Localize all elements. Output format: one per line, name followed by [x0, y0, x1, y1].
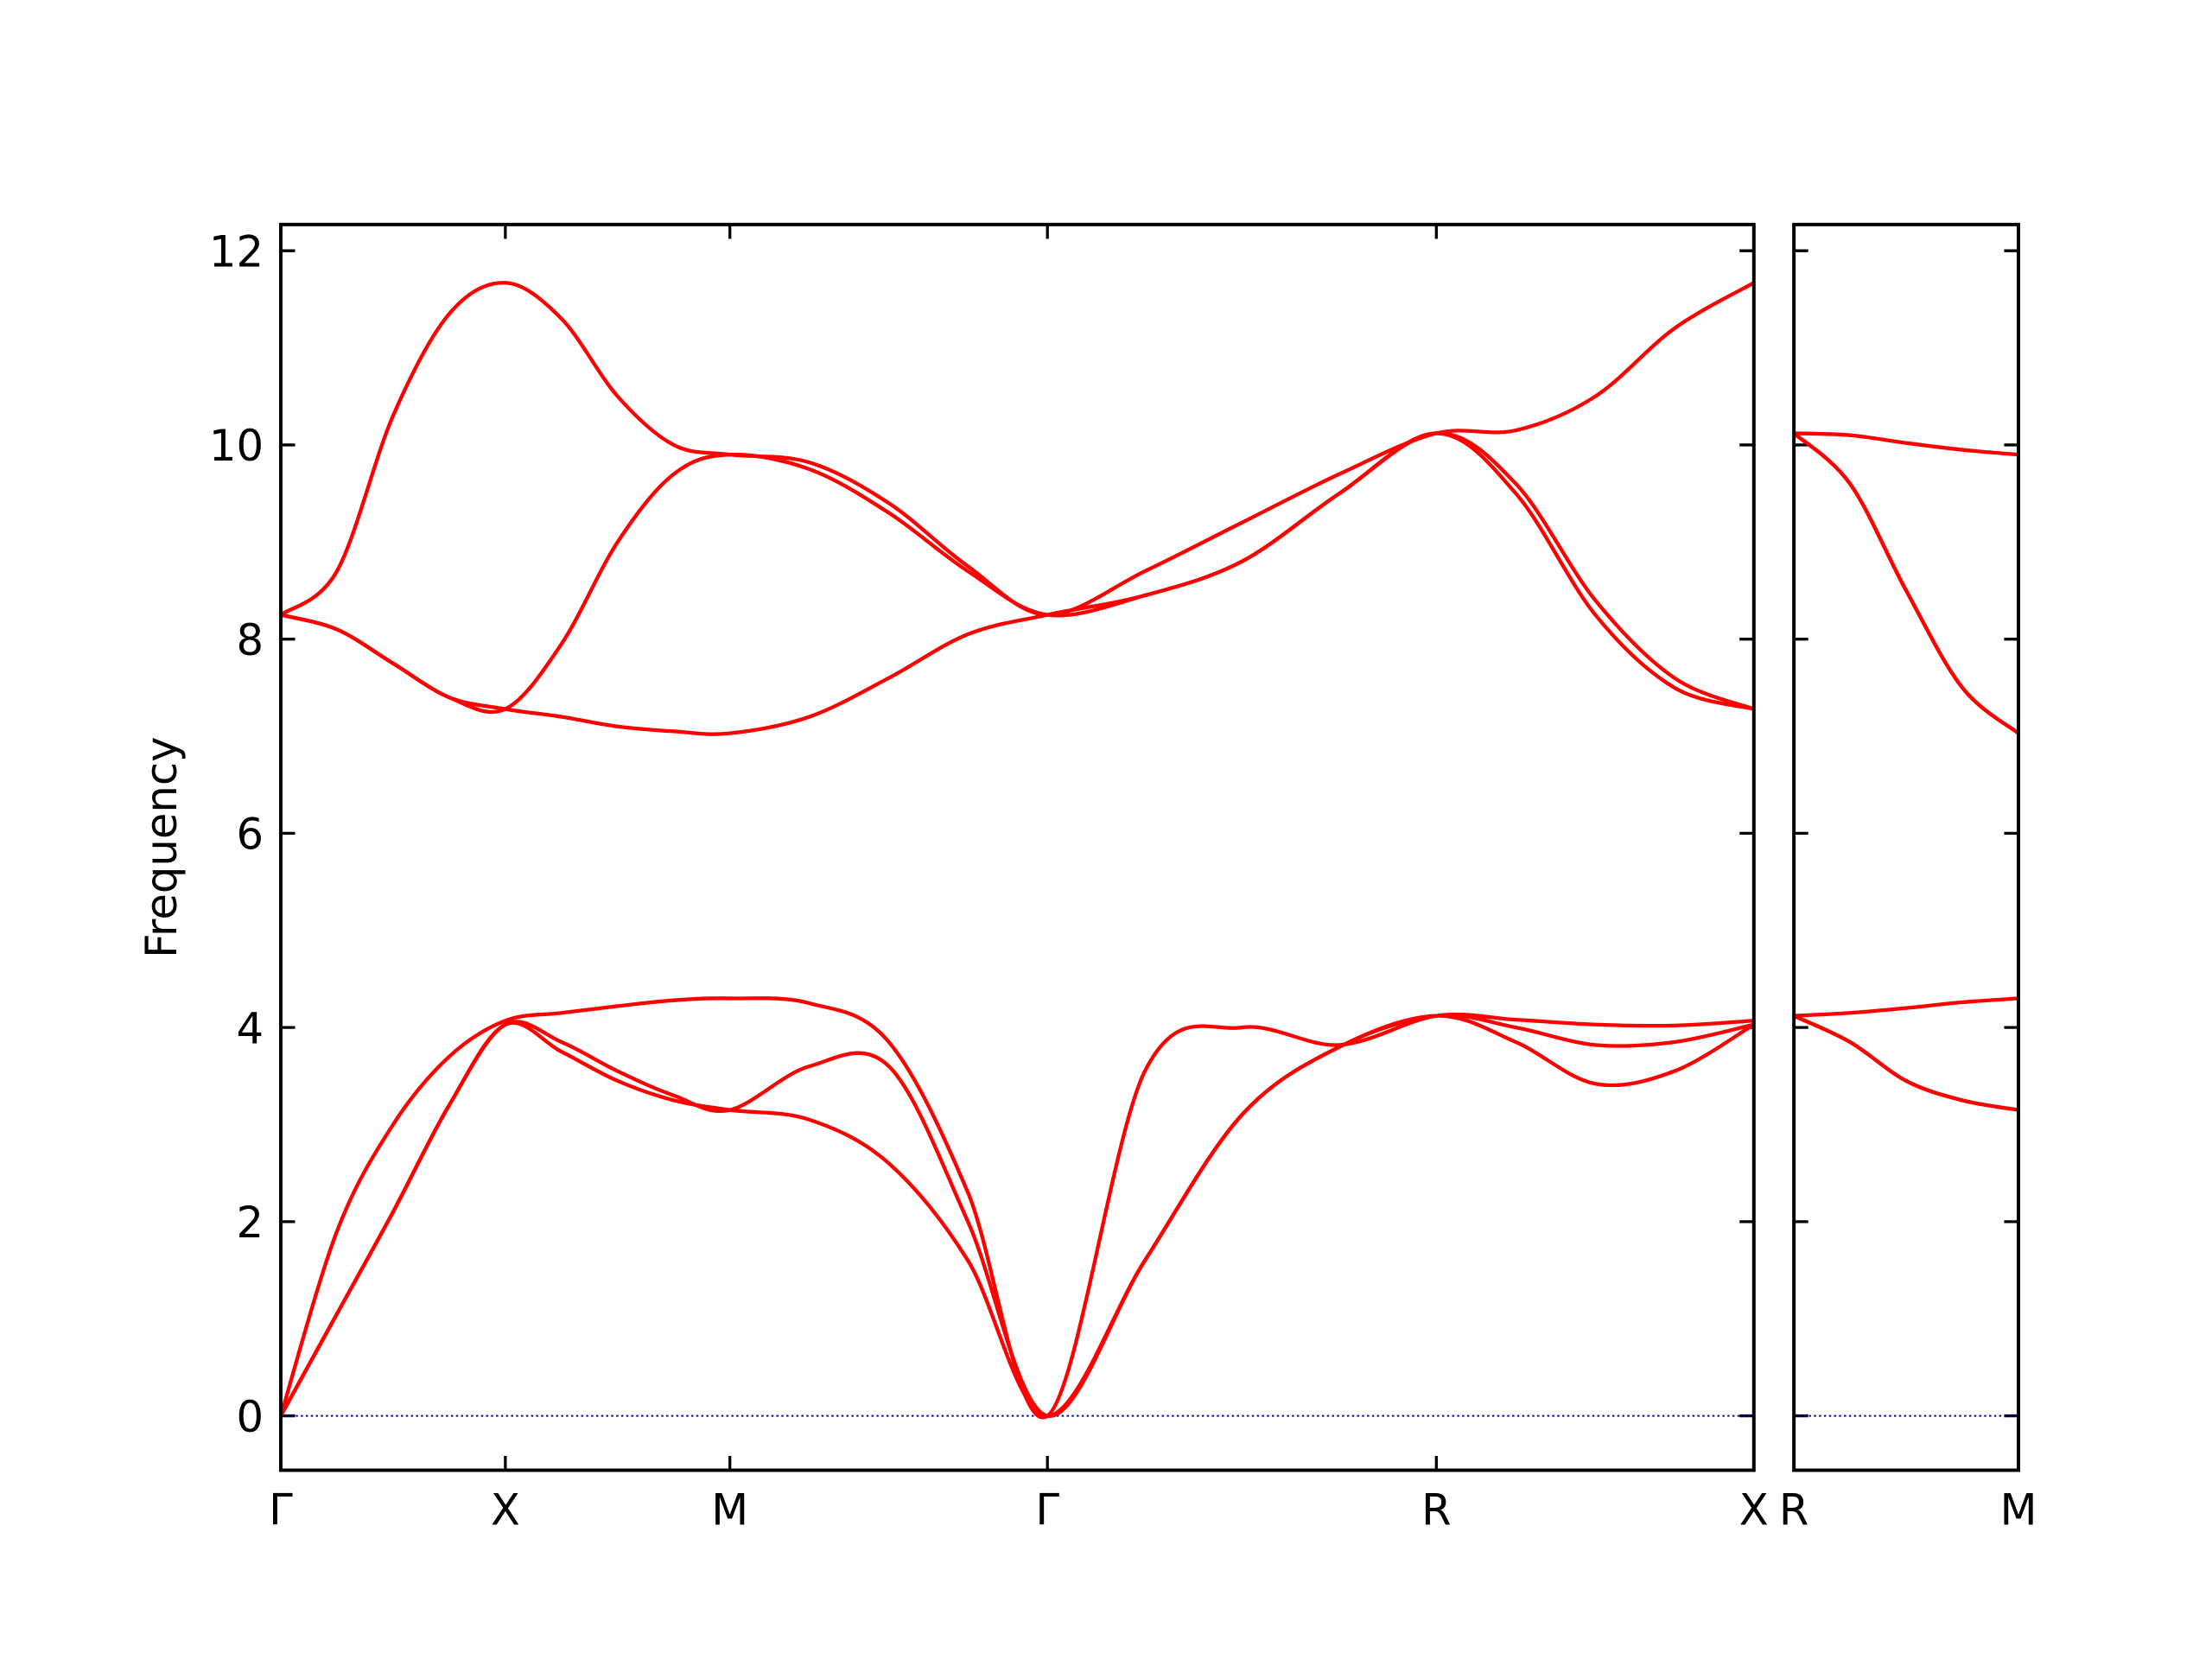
band-line: [279, 1013, 1755, 1418]
y-axis-label: Frequency: [137, 736, 187, 957]
y-tick-label: 10: [209, 421, 264, 471]
axes-frame: [1792, 222, 2020, 1472]
band-line: [1792, 431, 2020, 735]
band-line: [1794, 431, 2019, 457]
band-line: [278, 996, 1754, 1420]
band-line: [280, 431, 1755, 715]
band-line: [1793, 1014, 2019, 1112]
band-line: [279, 281, 1755, 617]
band-line: [1794, 996, 2019, 1018]
x-tick-label: X: [491, 1484, 520, 1535]
x-tick-label: Γ: [1035, 1484, 1059, 1535]
x-tick-label: Γ: [269, 1484, 293, 1535]
axes-frame: [278, 222, 1756, 1472]
band-line: [1792, 431, 2020, 735]
y-tick-label: 6: [237, 810, 264, 860]
x-tick-label: R: [1421, 1484, 1452, 1535]
y-tick-label: 0: [237, 1392, 264, 1442]
x-tick-label: M: [711, 1484, 748, 1535]
band-line: [279, 1014, 1755, 1418]
y-tick-label: 12: [209, 226, 264, 276]
y-tick-label: 4: [237, 1003, 264, 1053]
y-tick-label: 2: [237, 1198, 264, 1248]
band-line: [280, 431, 1755, 736]
x-tick-label: X: [1739, 1484, 1769, 1535]
x-tick-label: R: [1779, 1484, 1809, 1535]
x-tick-label: M: [2000, 1484, 2037, 1535]
y-tick-label: 8: [237, 615, 264, 665]
